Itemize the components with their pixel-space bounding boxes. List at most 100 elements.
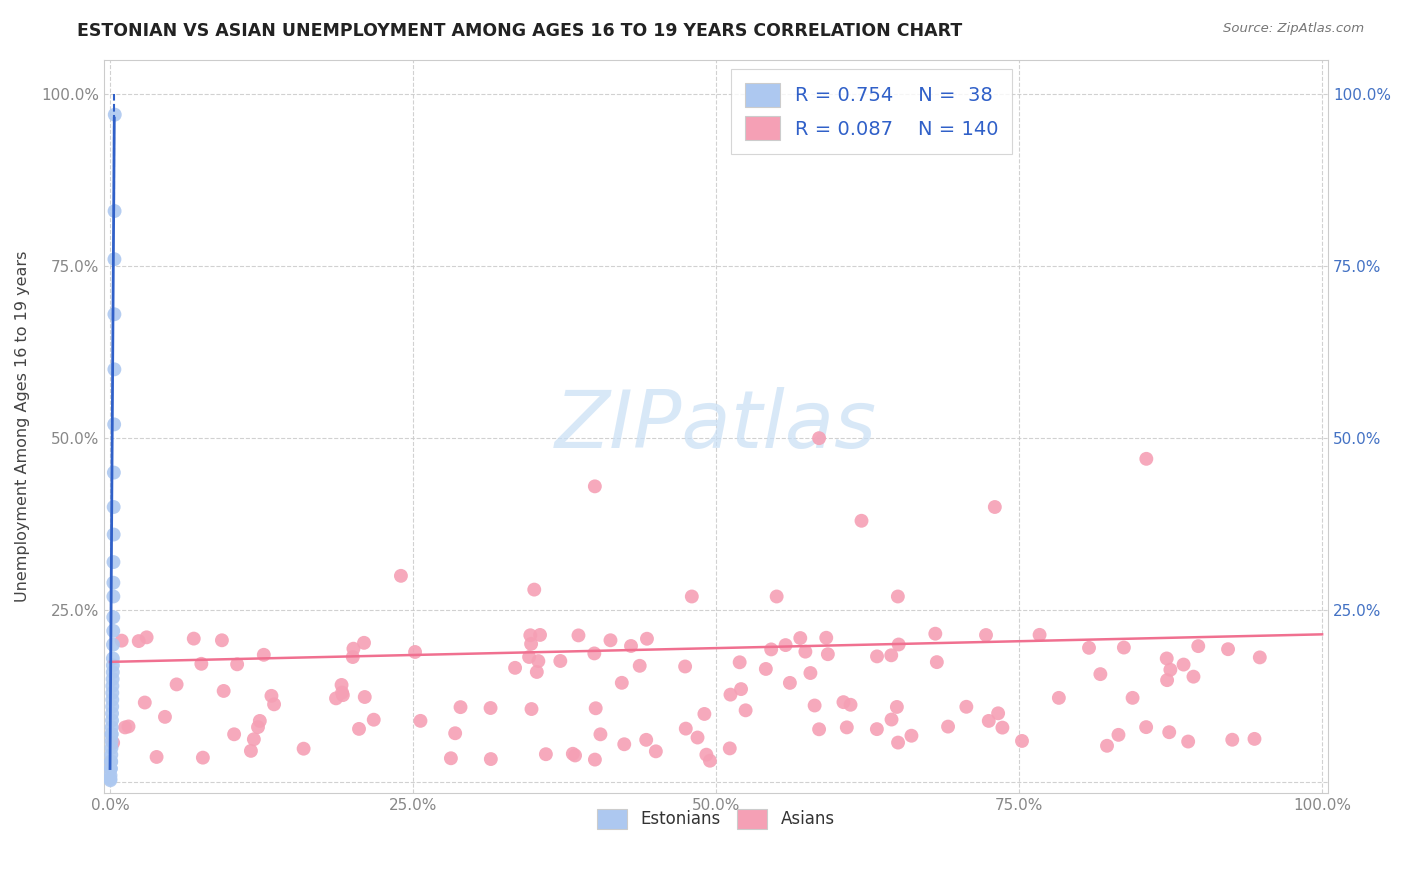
Point	[734, 703, 756, 717]
Point	[247, 720, 270, 734]
Point	[529, 628, 551, 642]
Point	[644, 744, 666, 758]
Point	[851, 514, 873, 528]
Point	[620, 639, 643, 653]
Point	[567, 628, 589, 642]
Point	[526, 665, 548, 679]
Point	[815, 631, 838, 645]
Point	[190, 657, 212, 671]
Point	[613, 737, 636, 751]
Point	[100, 720, 122, 734]
Point	[1177, 734, 1199, 748]
Point	[765, 590, 787, 604]
Point	[730, 682, 752, 697]
Point	[887, 735, 910, 749]
Point	[1135, 451, 1157, 466]
Point	[817, 647, 839, 661]
Point	[100, 773, 122, 788]
Point	[101, 679, 124, 693]
Point	[636, 632, 658, 646]
Point	[1249, 650, 1271, 665]
Point	[101, 692, 124, 706]
Point	[249, 714, 271, 728]
Point	[832, 695, 855, 709]
Point	[686, 731, 709, 745]
Point	[681, 590, 703, 604]
Point	[517, 650, 540, 665]
Point	[789, 631, 811, 645]
Point	[191, 750, 214, 764]
Point	[1112, 640, 1135, 655]
Point	[101, 699, 124, 714]
Point	[103, 204, 125, 219]
Point	[101, 638, 124, 652]
Point	[243, 732, 266, 747]
Point	[755, 662, 778, 676]
Point	[900, 729, 922, 743]
Point	[224, 727, 246, 741]
Legend: Estonians, Asians: Estonians, Asians	[591, 802, 842, 836]
Point	[585, 701, 607, 715]
Point	[1216, 642, 1239, 657]
Point	[1028, 628, 1050, 642]
Point	[253, 648, 276, 662]
Point	[100, 762, 122, 776]
Point	[599, 633, 621, 648]
Point	[583, 479, 606, 493]
Point	[153, 710, 176, 724]
Point	[347, 722, 370, 736]
Point	[183, 632, 205, 646]
Point	[720, 688, 742, 702]
Point	[1182, 670, 1205, 684]
Point	[212, 684, 235, 698]
Point	[444, 726, 467, 740]
Point	[440, 751, 463, 765]
Point	[103, 500, 125, 514]
Point	[479, 752, 502, 766]
Point	[1135, 720, 1157, 734]
Point	[211, 633, 233, 648]
Y-axis label: Unemployment Among Ages 16 to 19 years: Unemployment Among Ages 16 to 19 years	[15, 251, 30, 602]
Point	[675, 722, 697, 736]
Point	[799, 666, 821, 681]
Point	[103, 555, 125, 569]
Point	[450, 700, 472, 714]
Point	[1243, 731, 1265, 746]
Point	[924, 626, 946, 640]
Point	[1220, 732, 1243, 747]
Point	[263, 698, 285, 712]
Point	[808, 723, 831, 737]
Point	[114, 720, 136, 734]
Point	[803, 698, 825, 713]
Point	[353, 636, 375, 650]
Point	[101, 686, 124, 700]
Point	[332, 688, 354, 702]
Text: ZIPatlas: ZIPatlas	[555, 387, 877, 465]
Point	[103, 466, 125, 480]
Point	[111, 633, 134, 648]
Point	[1090, 667, 1112, 681]
Point	[100, 734, 122, 748]
Point	[330, 685, 353, 699]
Point	[561, 747, 583, 761]
Point	[1173, 657, 1195, 672]
Point	[363, 713, 385, 727]
Point	[135, 630, 157, 644]
Point	[145, 750, 167, 764]
Point	[936, 720, 959, 734]
Point	[1187, 639, 1209, 653]
Point	[389, 569, 412, 583]
Point	[239, 744, 262, 758]
Point	[1011, 734, 1033, 748]
Point	[342, 641, 364, 656]
Point	[974, 628, 997, 642]
Point	[101, 651, 124, 665]
Point	[880, 648, 903, 663]
Point	[100, 768, 122, 782]
Point	[839, 698, 862, 712]
Point	[564, 748, 586, 763]
Point	[775, 638, 797, 652]
Point	[1156, 651, 1178, 665]
Point	[103, 575, 125, 590]
Point	[699, 754, 721, 768]
